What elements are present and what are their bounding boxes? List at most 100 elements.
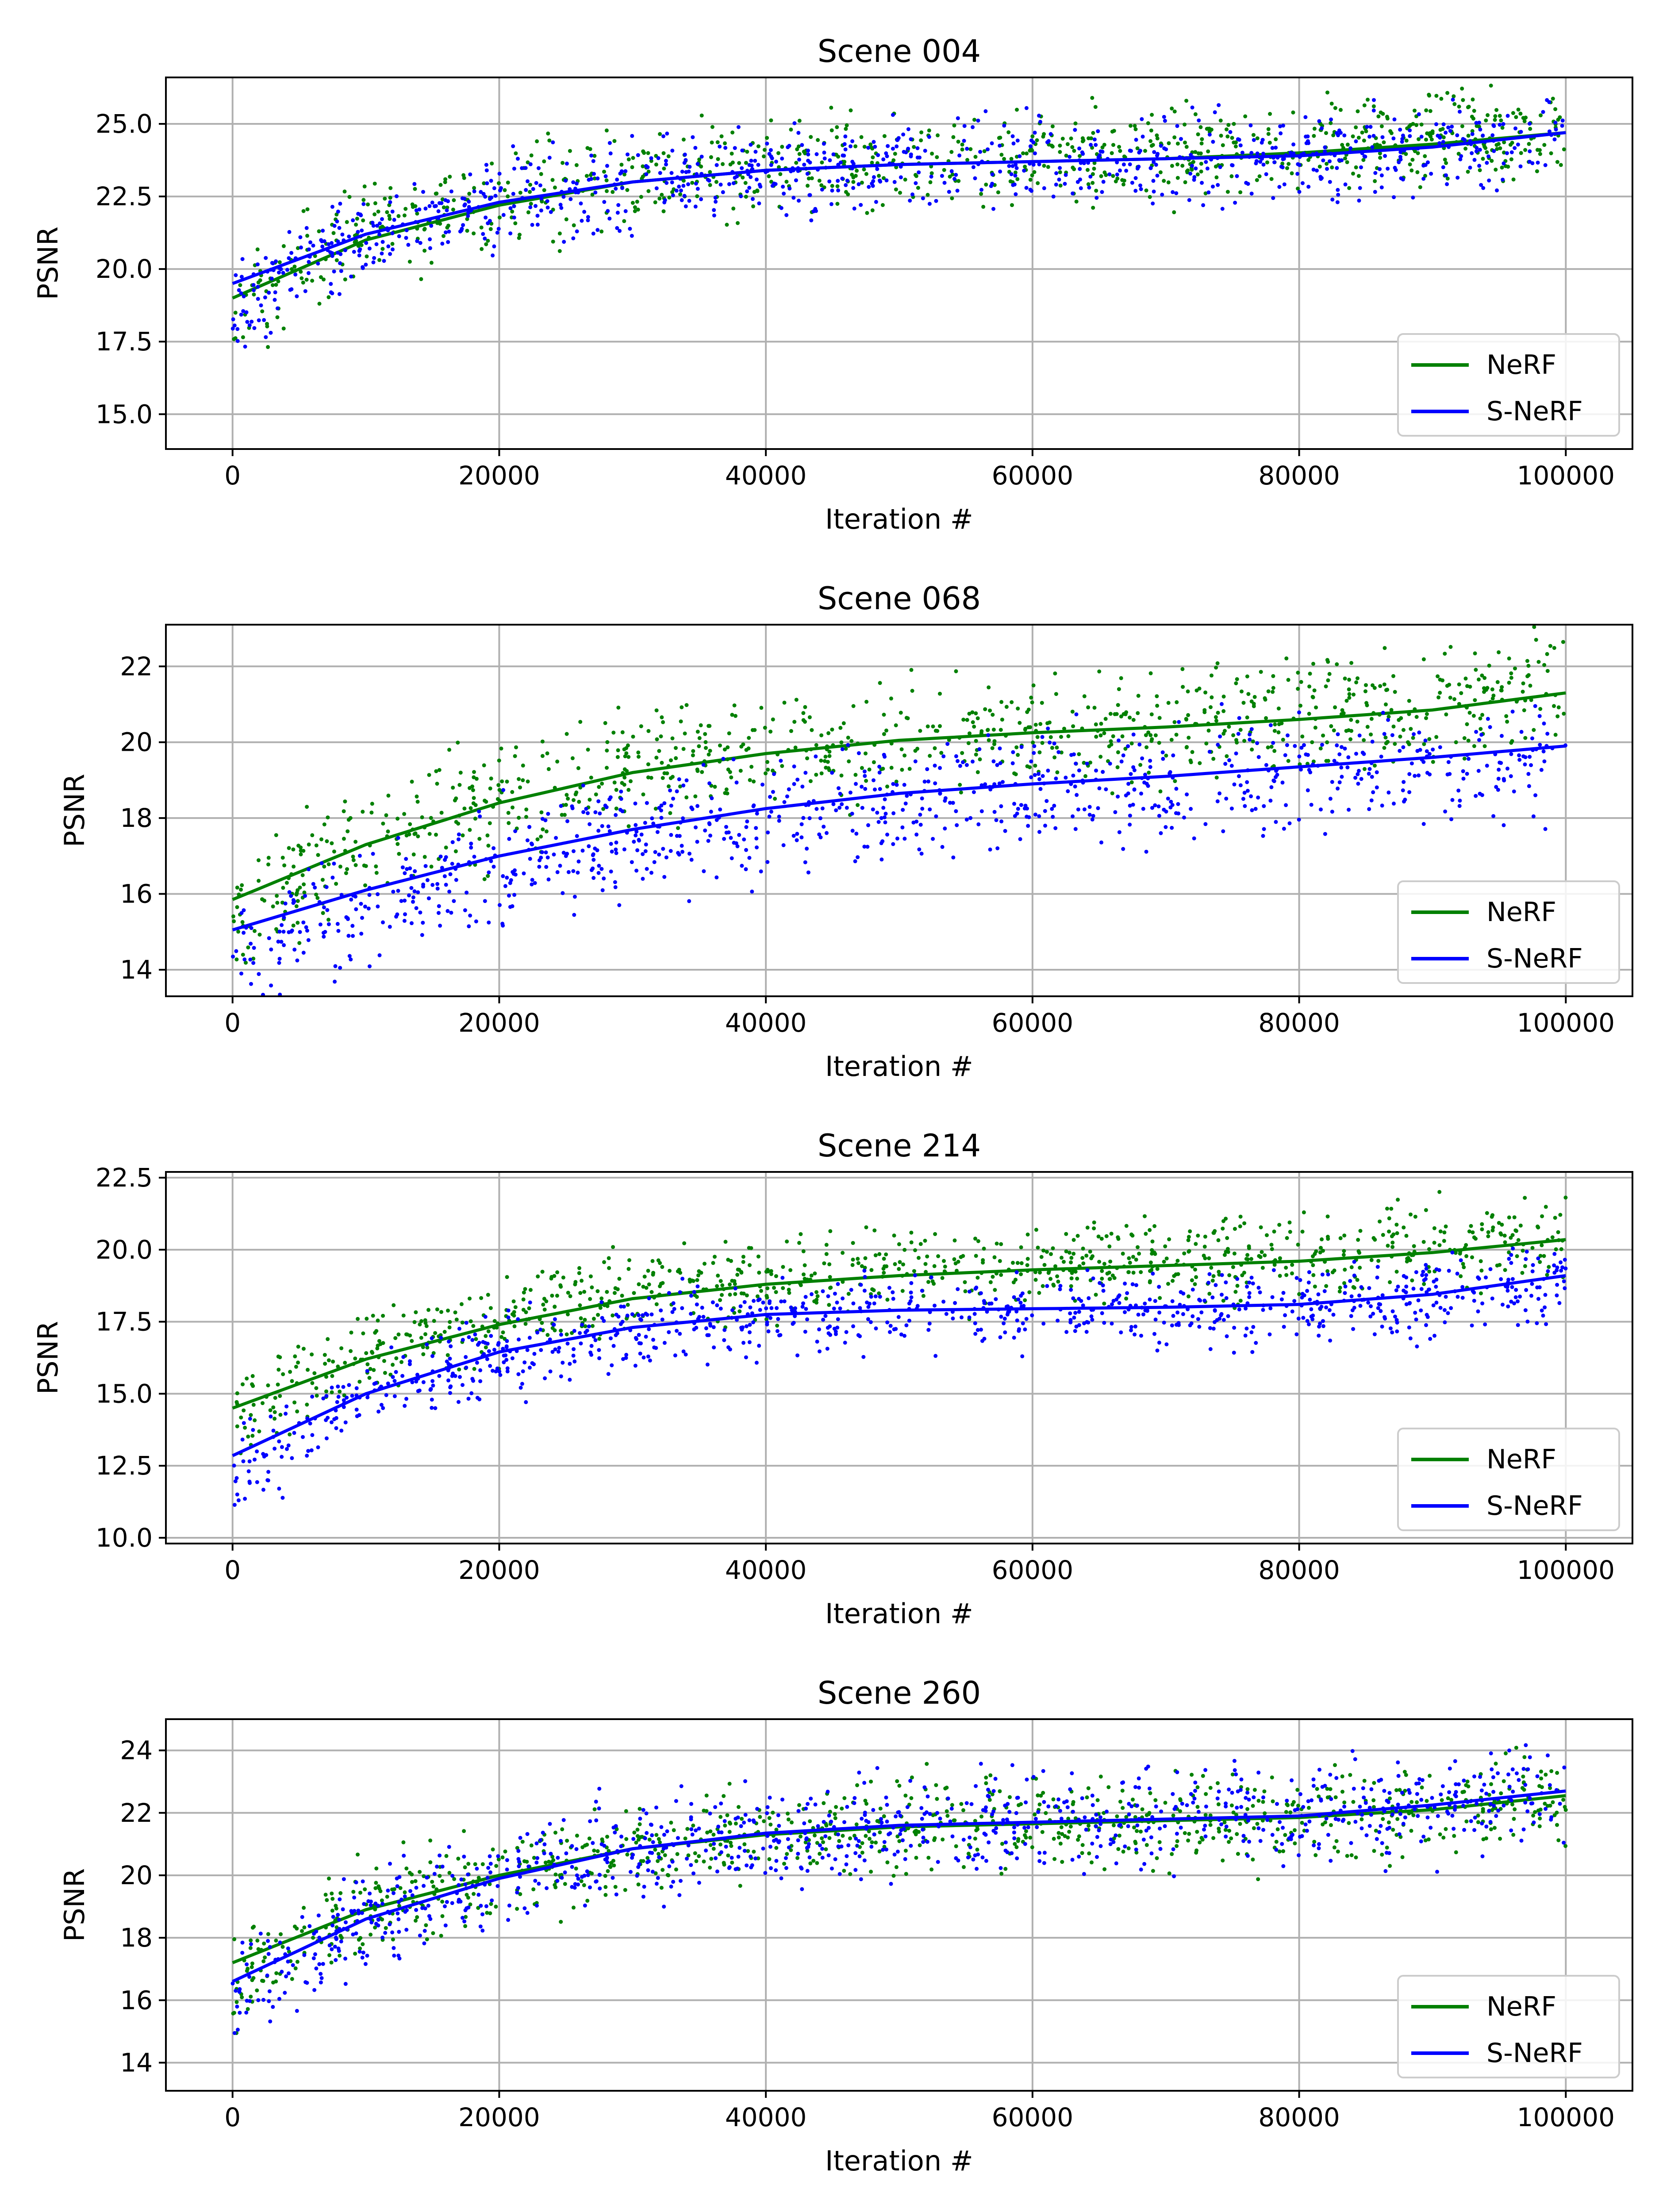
scatter-point <box>960 142 964 147</box>
scatter-point <box>1224 1280 1228 1285</box>
scatter-point <box>732 703 737 707</box>
scatter-point <box>428 246 432 250</box>
scatter-point <box>1424 716 1428 720</box>
scatter-point <box>1152 1224 1157 1228</box>
scatter-point <box>1113 810 1118 814</box>
scatter-point <box>1073 1311 1078 1315</box>
scatter-point <box>1422 742 1426 746</box>
scatter-point <box>495 230 499 235</box>
scatter-point <box>518 191 522 195</box>
scatter-point <box>875 167 879 171</box>
scatter-point <box>1036 1245 1040 1250</box>
scatter-point <box>505 876 509 880</box>
scatter-point <box>1019 745 1024 749</box>
scatter-point <box>446 1378 450 1382</box>
scatter-point <box>613 1286 618 1290</box>
scatter-point <box>674 746 678 750</box>
scatter-point <box>329 290 333 295</box>
scatter-point <box>1320 126 1324 131</box>
scatter-point <box>324 1375 328 1379</box>
scatter-point <box>1249 1275 1254 1280</box>
scatter-point <box>1381 1233 1385 1237</box>
scatter-point <box>425 878 430 882</box>
scatter-point <box>872 175 876 179</box>
scatter-point <box>1409 1212 1413 1217</box>
scatter-point <box>253 1418 257 1422</box>
scatter-point <box>1500 685 1504 689</box>
scatter-point <box>623 754 627 758</box>
scatter-point <box>1501 122 1505 126</box>
scatter-point <box>1404 152 1408 156</box>
scatter-point <box>545 199 549 204</box>
scatter-point <box>1027 1290 1032 1294</box>
scatter-point <box>335 219 339 223</box>
scatter-point <box>1341 1252 1346 1257</box>
scatter-point <box>388 200 392 204</box>
scatter-point <box>819 733 824 737</box>
scatter-point <box>603 174 608 178</box>
scatter-point <box>1376 1306 1380 1310</box>
scatter-point <box>1074 200 1079 204</box>
scatter-point <box>281 244 286 248</box>
scatter-point <box>998 761 1002 765</box>
scatter-point <box>730 160 735 165</box>
scatter-point <box>1171 190 1175 194</box>
scatter-point <box>982 1246 986 1251</box>
scatter-point <box>1002 1317 1007 1321</box>
scatter-point <box>235 885 239 890</box>
scatter-point <box>702 869 706 873</box>
scatter-point <box>1379 124 1384 128</box>
scatter-point <box>314 1386 319 1390</box>
scatter-point <box>787 1287 791 1292</box>
scatter-point <box>376 892 380 896</box>
scatter-point <box>723 146 728 150</box>
scatter-point <box>1500 165 1504 170</box>
scatter-point <box>1213 110 1217 115</box>
scatter-point <box>511 144 515 148</box>
scatter-point <box>467 192 472 196</box>
scatter-point <box>781 843 786 847</box>
scatter-point <box>280 900 284 905</box>
scatter-point <box>733 176 737 180</box>
scatter-point <box>1291 142 1296 146</box>
scatter-point <box>1461 1262 1465 1266</box>
scatter-point <box>1438 1306 1443 1310</box>
scatter-point <box>1356 772 1360 776</box>
scatter-point <box>714 875 719 879</box>
scatter-point <box>681 783 686 787</box>
scatter-point <box>628 227 632 231</box>
scatter-point <box>708 183 712 187</box>
scatter-point <box>611 730 616 735</box>
scatter-point <box>404 236 408 240</box>
scatter-point <box>1528 149 1532 154</box>
scatter-point <box>1198 151 1203 156</box>
scatter-point <box>1238 728 1243 732</box>
scatter-point <box>1472 109 1476 113</box>
scatter-point <box>1070 1271 1074 1275</box>
scatter-point <box>483 195 488 199</box>
scatter-point <box>1385 687 1390 692</box>
scatter-point <box>769 163 773 167</box>
scatter-point <box>1286 733 1290 737</box>
scatter-point <box>1016 707 1020 711</box>
scatter-point <box>1363 689 1367 694</box>
scatter-point <box>234 949 238 953</box>
scatter-point <box>1028 725 1032 730</box>
scatter-point <box>241 952 245 957</box>
scatter-point <box>769 1269 773 1273</box>
scatter-point <box>540 739 545 744</box>
scatter-point <box>740 148 745 153</box>
scatter-point <box>1033 722 1038 727</box>
scatter-point <box>1474 794 1478 798</box>
scatter-point <box>681 816 685 821</box>
scatter-point <box>329 282 333 286</box>
scatter-point <box>687 899 691 903</box>
scatter-point <box>956 139 960 144</box>
scatter-point <box>639 832 644 837</box>
scatter-point <box>868 1320 873 1324</box>
scatter-point <box>442 1330 447 1334</box>
scatter-point <box>838 160 843 165</box>
scatter-point <box>808 779 813 783</box>
scatter-point <box>266 1383 270 1387</box>
scatter-point <box>1547 1265 1551 1269</box>
